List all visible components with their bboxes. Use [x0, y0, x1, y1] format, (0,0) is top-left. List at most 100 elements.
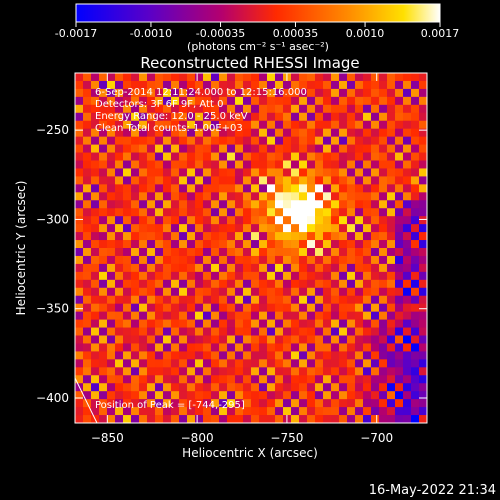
- heatmap-cell: [131, 168, 140, 177]
- heatmap-cell: [211, 80, 220, 90]
- heatmap-cell: [331, 391, 340, 400]
- heatmap-cell: [403, 271, 412, 281]
- heatmap-cell: [331, 319, 340, 328]
- heatmap-cell: [315, 104, 324, 114]
- heatmap-cell: [179, 375, 188, 384]
- heatmap-cell: [419, 208, 428, 217]
- heatmap-cell: [339, 120, 348, 130]
- heatmap-cell: [115, 104, 124, 114]
- heatmap-cell: [379, 255, 388, 265]
- heatmap-cell: [147, 73, 156, 82]
- heatmap-cell: [187, 112, 196, 122]
- heatmap-cell: [291, 335, 300, 344]
- heatmap-cell: [355, 144, 364, 153]
- heatmap-cell: [275, 327, 284, 336]
- heatmap-cell: [403, 407, 412, 416]
- heatmap-cell: [107, 279, 116, 289]
- heatmap-cell: [371, 343, 380, 352]
- heatmap-cell: [267, 319, 276, 328]
- heatmap-cell: [187, 263, 196, 273]
- heatmap-cell: [227, 144, 236, 153]
- heatmap-cell: [411, 128, 420, 138]
- heatmap-cell: [131, 367, 140, 376]
- heatmap-cell: [115, 319, 124, 328]
- heatmap-cell: [203, 152, 212, 161]
- heatmap-cell: [99, 303, 108, 313]
- heatmap-cell: [291, 351, 300, 360]
- heatmap-cell: [171, 104, 180, 114]
- heatmap-cell: [395, 96, 404, 106]
- heatmap-cell: [299, 120, 308, 130]
- heatmap-cell: [75, 367, 84, 376]
- heatmap-cell: [219, 104, 228, 114]
- heatmap-cell: [411, 224, 420, 233]
- heatmap-cell: [131, 248, 140, 257]
- heatmap-cell: [331, 279, 340, 289]
- heatmap-cell: [371, 311, 380, 320]
- heatmap-cell: [275, 208, 284, 217]
- heatmap-cell: [83, 359, 92, 368]
- heatmap-cell: [323, 359, 332, 368]
- heatmap-cell: [291, 367, 300, 376]
- heatmap-cell: [123, 128, 132, 138]
- heatmap-cell: [203, 112, 212, 122]
- heatmap-cell: [139, 335, 148, 344]
- heatmap-cell: [99, 391, 108, 400]
- heatmap-cell: [339, 255, 348, 265]
- heatmap-cell: [411, 168, 420, 177]
- heatmap-cell: [179, 359, 188, 368]
- heatmap-cell: [347, 192, 356, 201]
- heatmap-cell: [419, 240, 428, 249]
- heatmap-cell: [339, 311, 348, 320]
- heatmap-cell: [179, 224, 188, 233]
- heatmap-cell: [291, 311, 300, 320]
- heatmap-cell: [275, 192, 284, 201]
- heatmap-cell: [355, 112, 364, 122]
- heatmap-cell: [371, 73, 380, 82]
- heatmap-cell: [387, 192, 396, 201]
- heatmap-cell: [307, 375, 316, 384]
- heatmap-cell: [379, 144, 388, 153]
- heatmap-cell: [123, 200, 132, 209]
- heatmap-cell: [259, 128, 268, 138]
- heatmap-cell: [395, 415, 404, 424]
- heatmap-cell: [179, 200, 188, 209]
- heatmap-cell: [155, 184, 164, 193]
- heatmap-cell: [243, 263, 252, 273]
- heatmap-cell: [339, 335, 348, 344]
- heatmap-cell: [331, 200, 340, 209]
- heatmap-cell: [123, 160, 132, 169]
- heatmap-cell: [331, 407, 340, 416]
- heatmap-cell: [243, 327, 252, 336]
- heatmap-cell: [259, 208, 268, 217]
- heatmap-cell: [195, 240, 204, 249]
- heatmap-cell: [395, 168, 404, 177]
- heatmap-cell: [411, 176, 420, 185]
- heatmap-cell: [307, 232, 316, 241]
- heatmap-cell: [139, 112, 148, 122]
- heatmap-cell: [131, 160, 140, 169]
- heatmap-cell: [339, 88, 348, 98]
- heatmap-cell: [123, 375, 132, 384]
- heatmap-cell: [115, 120, 124, 130]
- heatmap-cell: [171, 144, 180, 153]
- heatmap-cell: [211, 240, 220, 249]
- heatmap-cell: [187, 224, 196, 233]
- heatmap-cell: [235, 391, 244, 400]
- heatmap-cell: [235, 152, 244, 161]
- heatmap-cell: [323, 327, 332, 336]
- heatmap-cell: [171, 80, 180, 90]
- heatmap-cell: [155, 383, 164, 392]
- heatmap-cell: [83, 128, 92, 138]
- heatmap-cell: [355, 335, 364, 344]
- heatmap-cell: [187, 279, 196, 289]
- heatmap-cell: [363, 168, 372, 177]
- heatmap-cell: [291, 327, 300, 336]
- x-tick-label: −750: [270, 431, 303, 445]
- heatmap-cell: [267, 120, 276, 130]
- heatmap-cell: [195, 343, 204, 352]
- heatmap-cell: [315, 359, 324, 368]
- heatmap-cell: [331, 216, 340, 225]
- heatmap-cell: [163, 311, 172, 320]
- heatmap-cell: [203, 168, 212, 177]
